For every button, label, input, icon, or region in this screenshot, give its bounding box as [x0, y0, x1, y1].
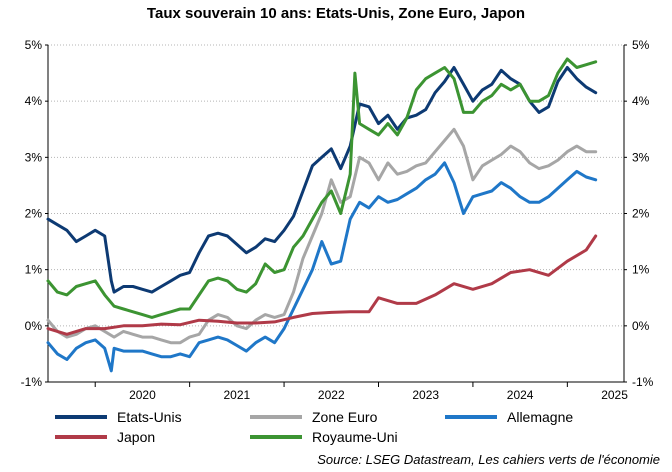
- legend-swatch: [250, 435, 302, 440]
- legend-label: Japon: [117, 429, 156, 445]
- y-tick-label-right: 5%: [632, 38, 650, 52]
- series-royaume-uni: [46, 57, 598, 319]
- y-tick-label: 3%: [25, 150, 43, 164]
- y-tick-label-right: 4%: [632, 94, 650, 108]
- y-tick-label-right: 3%: [632, 150, 650, 164]
- x-tick-label: 2020: [129, 388, 156, 402]
- x-tick-label: 2023: [412, 388, 439, 402]
- legend: Etats-Unis Zone Euro Allemagne Japon Royaume…: [0, 408, 672, 454]
- x-tick-label: 2022: [318, 388, 345, 402]
- y-tick-label-right: 1%: [632, 263, 650, 277]
- grid-lines: [48, 44, 624, 327]
- y-tick-label: 1%: [25, 263, 43, 277]
- legend-swatch: [55, 435, 107, 440]
- legend-label: Royaume-Uni: [312, 429, 398, 445]
- y-tick-label: 4%: [25, 94, 43, 108]
- x-tick-label: 2021: [224, 388, 251, 402]
- x-tick-label: 2025: [601, 388, 628, 402]
- y-tick-label-right: -1%: [632, 375, 654, 389]
- series-japon: [46, 234, 598, 336]
- axes: -1% -1% 0% 0% 1% 1% 2% 2% 3% 3% 4% 4% 5% 5% 2020 2021 20…: [21, 38, 654, 402]
- legend-item: Zone Euro: [250, 408, 377, 426]
- legend-item: Allemagne: [445, 408, 573, 426]
- series-allemagne: [46, 161, 598, 373]
- legend-label: Zone Euro: [312, 409, 378, 425]
- chart-title: Taux souverain 10 ans: Etats-Unis, Zone …: [146, 5, 526, 22]
- legend-item: Etats-Unis: [55, 408, 182, 426]
- legend-swatch: [445, 415, 497, 420]
- legend-swatch: [250, 415, 302, 420]
- series-etats-unis: [46, 66, 598, 294]
- legend-label: Etats-Unis: [117, 409, 182, 425]
- y-tick-label-right: 2%: [632, 207, 650, 221]
- y-tick-label: 5%: [25, 38, 43, 52]
- legend-item: Japon: [55, 428, 155, 446]
- x-tick-label: 2024: [507, 388, 534, 402]
- legend-item: Royaume-Uni: [250, 428, 398, 446]
- series-zone-euro: [46, 127, 598, 345]
- y-tick-label: -1%: [21, 375, 43, 389]
- source-note: Source: LSEG Datastream, Les cahiers ver…: [317, 452, 660, 467]
- legend-label: Allemagne: [507, 409, 574, 425]
- legend-swatch: [55, 415, 107, 420]
- y-tick-label: 2%: [25, 207, 43, 221]
- y-tick-label: 0%: [25, 319, 43, 333]
- y-tick-label-right: 0%: [632, 319, 650, 333]
- series-lines: [46, 57, 598, 373]
